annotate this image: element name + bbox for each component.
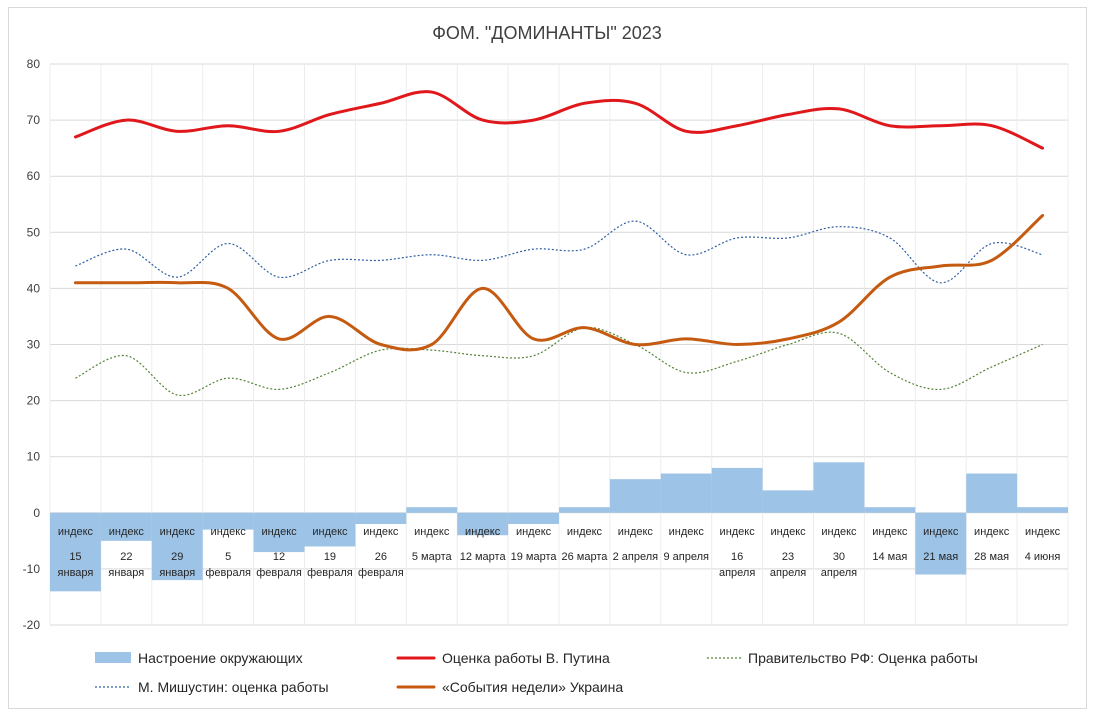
category-prefix-label: индекс — [720, 526, 756, 538]
category-label: апреля — [821, 567, 857, 579]
category-label: 2 апреля — [613, 551, 659, 563]
y-tick-label: 60 — [27, 169, 41, 183]
bar — [304, 512, 356, 547]
category-prefix-label: индекс — [1025, 526, 1061, 538]
category-prefix-label: индекс — [160, 526, 196, 538]
category-label: 26 — [375, 551, 387, 563]
category-prefix-label: индекс — [363, 526, 399, 538]
y-tick-label: 80 — [27, 57, 41, 71]
bar — [100, 512, 152, 541]
category-prefix-label: индекс — [567, 526, 603, 538]
legend: Настроение окружающих Оценка работы В. Пу… — [95, 650, 978, 695]
category-label: февраля — [307, 567, 353, 579]
category-prefix-label: индекс — [770, 526, 806, 538]
y-tick-label: 30 — [27, 338, 41, 352]
category-label: 4 июня — [1025, 551, 1061, 563]
bar — [966, 473, 1018, 513]
category-label: февраля — [256, 567, 302, 579]
category-label: 15 — [69, 551, 81, 563]
legend-swatch-bar — [95, 652, 131, 663]
category-prefix-label: индекс — [669, 526, 705, 538]
series-line-4 — [73, 213, 1045, 352]
y-tick-label: 20 — [27, 394, 41, 408]
category-prefix-label: индекс — [58, 526, 94, 538]
category-label: 12 марта — [460, 551, 507, 563]
category-label: 30 — [833, 551, 845, 563]
bar — [151, 512, 203, 581]
category-label: января — [58, 567, 94, 579]
bar — [1017, 507, 1068, 513]
category-prefix-label: индекс — [974, 526, 1010, 538]
bar — [253, 512, 305, 553]
category-label: апреля — [770, 567, 806, 579]
bar — [355, 512, 407, 525]
category-label: 22 — [120, 551, 132, 563]
bar — [762, 490, 814, 513]
bar — [609, 479, 661, 513]
category-label: февраля — [205, 567, 251, 579]
bar — [559, 507, 610, 513]
category-label: января — [108, 567, 144, 579]
category-label: 9 апреля — [664, 551, 710, 563]
bar-series — [50, 462, 1068, 592]
line-series — [73, 90, 1045, 396]
y-tick-label: -20 — [23, 618, 41, 632]
series-line-2 — [75, 326, 1043, 396]
category-label: 23 — [782, 551, 794, 563]
series-line-1 — [73, 90, 1045, 150]
legend-label: Оценка работы В. Путина — [442, 650, 610, 666]
bar — [406, 507, 458, 513]
y-tick-label: -10 — [23, 562, 41, 576]
category-prefix-label: индекс — [923, 526, 959, 538]
category-label: 19 — [324, 551, 336, 563]
category-label: 19 марта — [511, 551, 558, 563]
bar — [915, 512, 967, 575]
category-label: 28 мая — [974, 551, 1009, 563]
legend-label: Настроение окружающих — [138, 650, 303, 666]
bar — [813, 462, 865, 513]
category-prefix-label: индекс — [618, 526, 654, 538]
legend-label: «События недели» Украина — [442, 679, 623, 695]
y-tick-label: 70 — [27, 113, 41, 127]
category-prefix-label: индекс — [465, 526, 501, 538]
category-label: февраля — [358, 567, 404, 579]
category-prefix-label: индекс — [312, 526, 348, 538]
chart-title: ФОМ. "ДОМИНАНТЫ" 2023 — [432, 23, 662, 43]
category-labels: индекс 15 января индекс 22 января индекс 29 янва… — [58, 526, 1061, 579]
chart-frame: ФОМ. "ДОМИНАНТЫ" 2023 индекс 15 января инде… — [8, 7, 1087, 709]
category-label: 5 — [225, 551, 231, 563]
category-label: января — [159, 567, 195, 579]
y-tick-label: 0 — [33, 506, 40, 520]
category-prefix-label: индекс — [516, 526, 552, 538]
category-label: 21 мая — [923, 551, 958, 563]
category-label: 12 — [273, 551, 285, 563]
bar — [457, 512, 509, 536]
y-tick-label: 50 — [27, 225, 41, 239]
y-tick-label: 40 — [27, 281, 41, 295]
category-label: 14 мая — [872, 551, 907, 563]
category-prefix-label: индекс — [414, 526, 450, 538]
category-label: 26 марта — [562, 551, 609, 563]
y-axis: -20 -10 0 10 20 30 40 50 60 70 80 — [23, 57, 41, 632]
category-label: 5 марта — [412, 551, 453, 563]
bar — [864, 507, 916, 513]
bar — [711, 467, 763, 513]
category-label: 16 — [731, 551, 743, 563]
chart-svg: ФОМ. "ДОМИНАНТЫ" 2023 индекс15январяинде… — [23, 23, 1069, 695]
category-prefix-label: индекс — [872, 526, 908, 538]
category-prefix-label: индекс — [211, 526, 247, 538]
legend-label: М. Мишустин: оценка работы — [138, 679, 329, 695]
category-prefix-label: индекс — [109, 526, 145, 538]
bar — [202, 512, 254, 530]
bar — [50, 512, 101, 592]
y-tick-label: 10 — [27, 450, 41, 464]
bar — [508, 512, 559, 525]
legend-label: Правительство РФ: Оценка работы — [748, 650, 978, 666]
category-label: апреля — [719, 567, 755, 579]
category-label: 29 — [171, 551, 183, 563]
category-prefix-label: индекс — [261, 526, 297, 538]
bar — [660, 473, 712, 513]
category-prefix-label: индекс — [821, 526, 857, 538]
